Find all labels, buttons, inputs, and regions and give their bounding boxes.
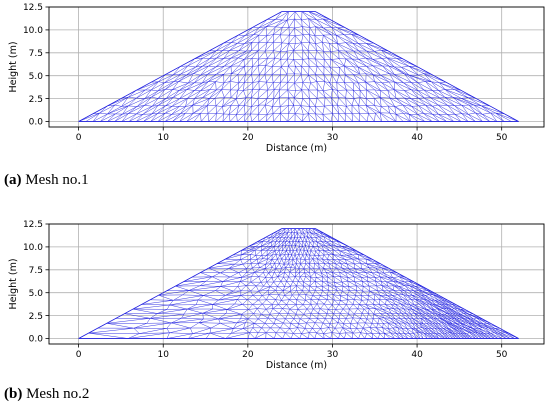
caption-text: Mesh no.1 bbox=[21, 172, 89, 188]
y-tick-label: 2.5 bbox=[29, 312, 43, 322]
caption-tag: (a) bbox=[4, 172, 22, 188]
y-tick-label: 0.0 bbox=[29, 118, 44, 128]
y-tick-label: 7.5 bbox=[29, 49, 43, 59]
x-tick-label: 0 bbox=[76, 133, 82, 143]
x-axis-title: Distance (m) bbox=[266, 143, 327, 154]
y-tick-label: 10.0 bbox=[23, 243, 43, 253]
y-tick-label: 2.5 bbox=[29, 95, 43, 105]
x-axis-title: Distance (m) bbox=[266, 360, 327, 371]
x-tick-label: 0 bbox=[76, 350, 82, 360]
x-tick-label: 50 bbox=[496, 133, 508, 143]
y-tick-label: 12.5 bbox=[23, 3, 43, 13]
dam-outline bbox=[78, 228, 519, 339]
y-tick-label: 12.5 bbox=[23, 220, 43, 230]
mesh-panel-1: 0 10 20 30 40 50 0.0 2.5 5.0 7.5 10.0 12.5 Distance … bbox=[8, 3, 545, 154]
mesh-elements bbox=[78, 228, 519, 339]
x-tick-label: 50 bbox=[496, 350, 508, 360]
y-tick-label: 0.0 bbox=[29, 335, 44, 345]
x-tick-label: 30 bbox=[327, 133, 339, 143]
dam-outline bbox=[78, 11, 519, 122]
mesh-edges bbox=[78, 11, 519, 122]
y-tick-label: 5.0 bbox=[29, 289, 44, 299]
y-tick-label: 7.5 bbox=[29, 266, 43, 276]
y-tick-label: 10.0 bbox=[23, 26, 43, 36]
y-axis-title: Height (m) bbox=[8, 41, 19, 92]
mesh-panel-2: 0 10 20 30 40 50 0.0 2.5 5.0 7.5 10.0 12.5 Distance … bbox=[8, 220, 545, 371]
mesh-elements bbox=[78, 11, 519, 122]
x-tick-label: 30 bbox=[327, 350, 339, 360]
x-tick-label: 40 bbox=[411, 133, 423, 143]
y-axis-title: Height (m) bbox=[8, 258, 19, 309]
axes-frame bbox=[48, 223, 545, 345]
axes-frame bbox=[48, 6, 545, 128]
y-tick-label: 5.0 bbox=[29, 72, 44, 82]
caption-tag: (b) bbox=[4, 386, 23, 402]
caption-mesh-1: (a) Mesh no.1 bbox=[4, 172, 89, 189]
caption-mesh-2: (b) Mesh no.2 bbox=[4, 386, 89, 403]
mesh-edges bbox=[78, 228, 519, 339]
x-tick-label: 10 bbox=[158, 350, 170, 360]
x-tick-label: 20 bbox=[242, 133, 254, 143]
x-tick-label: 10 bbox=[158, 133, 170, 143]
caption-text: Mesh no.2 bbox=[22, 386, 90, 402]
x-tick-label: 20 bbox=[242, 350, 254, 360]
x-tick-label: 40 bbox=[411, 350, 423, 360]
